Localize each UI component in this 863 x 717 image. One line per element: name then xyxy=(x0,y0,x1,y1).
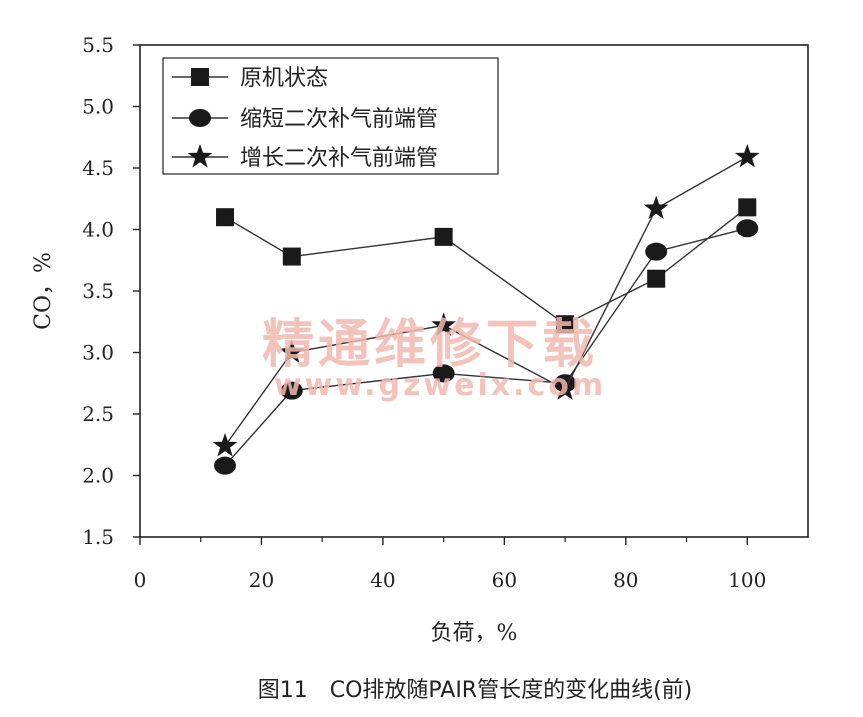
data-point-star xyxy=(643,195,669,220)
data-point-circle xyxy=(214,456,237,475)
data-point-square xyxy=(282,247,301,266)
data-point-square xyxy=(216,208,235,227)
x-tick-label: 0 xyxy=(134,568,147,592)
legend-marker-square xyxy=(191,68,209,86)
y-tick-label: 2.0 xyxy=(82,464,114,488)
y-tick-label: 1.5 xyxy=(82,525,114,549)
data-point-star xyxy=(212,433,238,457)
data-point-circle xyxy=(645,242,668,261)
watermark-title: 精通维修下载 xyxy=(262,315,598,375)
data-point-circle xyxy=(280,381,303,400)
data-point-circle xyxy=(432,364,455,383)
y-tick-label: 2.5 xyxy=(82,402,114,426)
watermark-url: www.gzweix.com xyxy=(274,368,606,403)
data-point-circle xyxy=(736,219,759,238)
data-point-star xyxy=(552,376,578,400)
x-tick-label: 60 xyxy=(492,568,517,592)
data-point-square xyxy=(556,315,575,334)
x-tick-label: 20 xyxy=(249,568,274,592)
x-tick-label: 40 xyxy=(370,568,395,592)
data-point-square xyxy=(647,269,666,288)
series-star xyxy=(212,143,760,457)
y-tick-label: 3.0 xyxy=(82,341,114,365)
y-axis-title: CO，% xyxy=(31,252,56,330)
y-tick-label: 4.0 xyxy=(82,218,114,242)
series-line xyxy=(224,156,748,447)
legend-label: 缩短二次补气前端管 xyxy=(240,107,438,132)
legend-label: 增长二次补气前端管 xyxy=(240,146,438,171)
series-line xyxy=(224,227,748,467)
y-tick-label: 5.0 xyxy=(82,95,114,119)
legend-marker-star xyxy=(187,144,213,168)
series-layer xyxy=(212,143,760,475)
series-square xyxy=(216,198,757,334)
data-point-square xyxy=(434,227,453,246)
legend-label: 原机状态 xyxy=(240,66,328,91)
y-tick-label: 5.5 xyxy=(82,33,114,57)
data-point-star xyxy=(734,143,760,168)
y-tick-label: 3.5 xyxy=(82,279,114,303)
series-circle xyxy=(214,219,759,475)
y-tick-label: 4.5 xyxy=(82,156,114,180)
x-axis-title: 负荷，% xyxy=(431,621,518,646)
axes: 0 20 40 60 80 100 1.5 2.0 2.5 3.0 3.5 4.0 4.5 5.0 5.5 xyxy=(82,33,766,592)
figure-caption: 图11 CO排放随PAIR管长度的变化曲线(前) xyxy=(258,678,693,703)
x-tick-label: 80 xyxy=(613,568,638,592)
data-point-star xyxy=(431,312,456,336)
legend-marker-circle xyxy=(189,109,211,127)
watermark: 精通维修下载 www.gzweix.com xyxy=(262,315,606,403)
data-point-star xyxy=(279,339,305,363)
x-tick-label: 100 xyxy=(728,568,766,592)
data-point-square xyxy=(738,198,757,217)
series-line xyxy=(224,206,748,326)
